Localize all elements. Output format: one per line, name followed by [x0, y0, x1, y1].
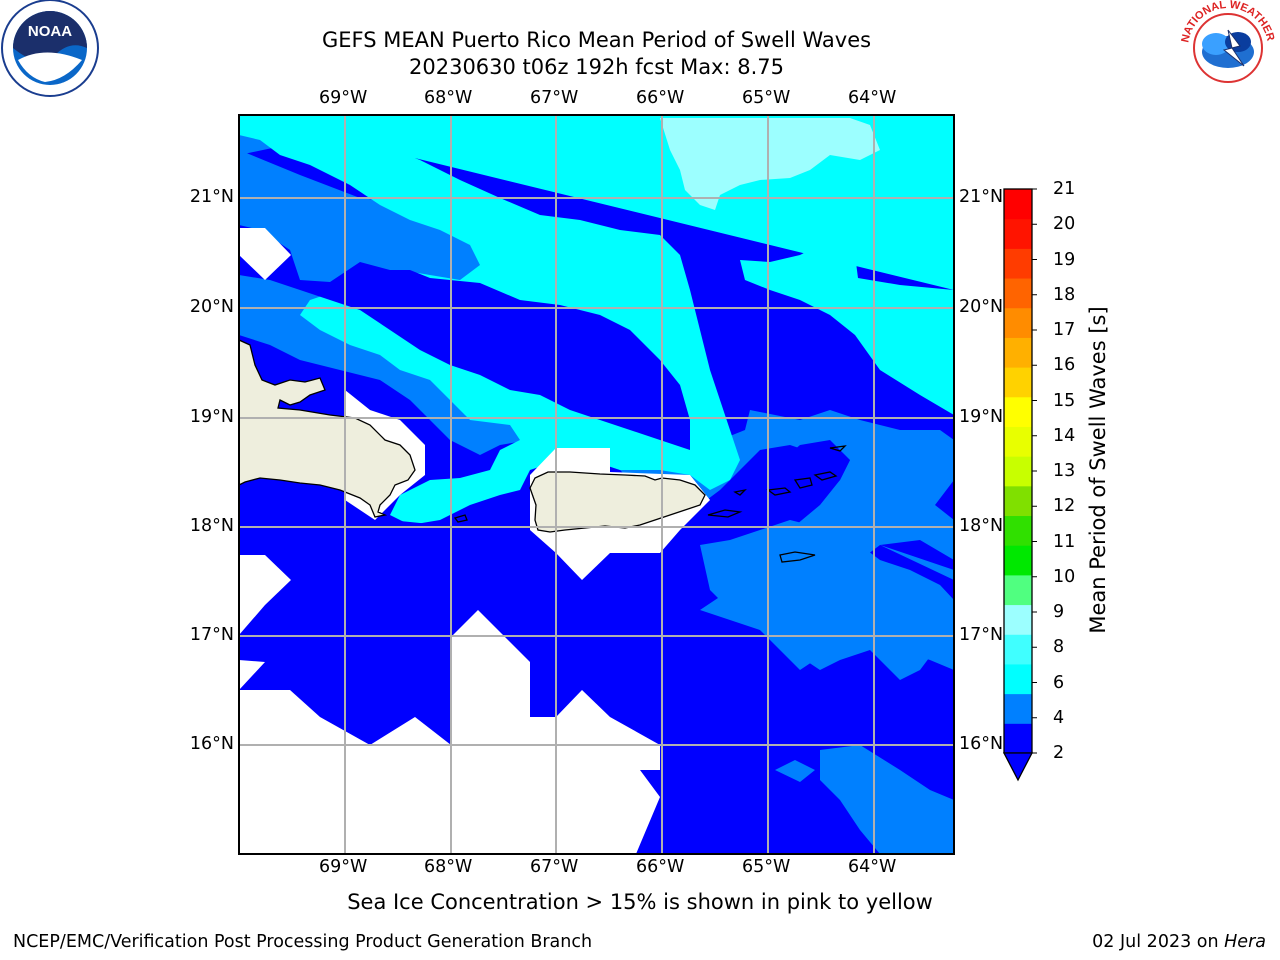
colorbar-extend-arrow — [1002, 752, 1034, 782]
lat-label-left: 19°N — [189, 407, 234, 427]
colorbar-tick-label: 21 — [1053, 179, 1076, 199]
colorbar — [1003, 188, 1037, 754]
land-vieques — [707, 509, 743, 518]
colorbar-tick-label: 19 — [1053, 249, 1076, 270]
chart-subtitle: 20230630 t06z 192h fcst Max: 8.75 — [409, 55, 784, 79]
lat-label-left: 17°N — [189, 625, 234, 645]
lat-label-right: 17°N — [959, 625, 1004, 645]
colorbar-segment — [1004, 367, 1032, 398]
land-hispaniola — [239, 339, 416, 518]
colorbar-tick-label: 16 — [1053, 355, 1076, 376]
footer-date: 02 Jul 2023 on Hera — [1092, 932, 1266, 952]
colorbar-segment — [1004, 723, 1032, 754]
lon-label-bottom: 64°W — [848, 857, 897, 877]
colorbar-label: Mean Period of Swell Waves [s] — [1086, 306, 1110, 634]
chart-title: GEFS MEAN Puerto Rico Mean Period of Swe… — [321, 28, 872, 52]
map-panel — [239, 115, 954, 854]
colorbar-segment — [1004, 634, 1032, 665]
lat-label-left: 16°N — [189, 734, 234, 754]
lat-label-right: 21°N — [959, 187, 1004, 207]
land-virgin-islands — [733, 445, 847, 496]
lon-label-bottom: 66°W — [636, 857, 685, 877]
footer-host: Hera — [1224, 932, 1266, 952]
colorbar-segment — [1004, 693, 1032, 724]
contour-4-6-south — [700, 520, 954, 854]
sea-ice-note: Sea Ice Concentration > 15% is shown in … — [347, 890, 933, 914]
colorbar-segment — [1004, 307, 1032, 338]
contour-white-patches — [239, 228, 710, 854]
colorbar-segment — [1004, 485, 1032, 517]
contour-8-9 — [660, 118, 880, 210]
land-st-croix — [779, 551, 816, 563]
colorbar-segment — [1004, 426, 1032, 457]
lat-label-right: 20°N — [959, 297, 1004, 317]
lon-label-top: 68°W — [424, 88, 473, 108]
footer-credit: NCEP/EMC/Verification Post Processing Pr… — [13, 932, 593, 952]
land-mona-island — [453, 514, 468, 523]
colorbar-tick-label: 12 — [1053, 496, 1076, 517]
lon-label-bottom: 69°W — [319, 857, 368, 877]
colorbar-tick-label: 10 — [1053, 566, 1076, 587]
noaa-logo: NOAA — [1, 0, 99, 97]
lon-label-top: 67°W — [530, 88, 579, 108]
lon-label-top: 69°W — [319, 88, 368, 108]
contour-2-4-central — [239, 225, 954, 854]
colorbar-segment — [1004, 456, 1032, 487]
colorbar-tick-label: 8 — [1053, 637, 1065, 658]
lon-label-top: 66°W — [636, 88, 685, 108]
map-frame — [238, 114, 955, 855]
colorbar-tick-label: 18 — [1053, 284, 1076, 305]
colorbar-segment — [1004, 604, 1032, 635]
colorbar-tick-label: 4 — [1053, 707, 1065, 728]
lon-label-top: 65°W — [742, 88, 791, 108]
colorbar-tick-label: 9 — [1053, 602, 1065, 622]
colorbar-segment — [1004, 515, 1032, 546]
colorbar-segment — [1004, 574, 1032, 606]
lon-label-bottom: 65°W — [742, 857, 791, 877]
lon-label-top: 64°W — [848, 88, 897, 108]
gridlines — [239, 115, 954, 854]
lon-label-bottom: 68°W — [424, 857, 473, 877]
colorbar-segment — [1004, 278, 1032, 309]
colorbar-tick-label: 13 — [1053, 461, 1076, 481]
colorbar-segment — [1004, 189, 1032, 220]
colorbar-segment — [1004, 396, 1032, 427]
lat-label-right: 18°N — [959, 516, 1004, 536]
colorbar-segment — [1004, 218, 1032, 249]
colorbar-segment — [1004, 248, 1032, 279]
colorbar-segment — [1004, 545, 1032, 576]
colorbar-tick-label: 2 — [1053, 743, 1065, 763]
noaa-logo-text: NOAA — [28, 23, 72, 40]
colorbar-segment — [1004, 337, 1032, 368]
colorbar-segment — [1004, 663, 1032, 695]
lon-label-bottom: 67°W — [530, 857, 579, 877]
lat-label-left: 18°N — [189, 516, 234, 536]
lat-label-left: 20°N — [189, 297, 234, 317]
colorbar-tick-label: 15 — [1053, 390, 1076, 411]
colorbar-tick-label: 11 — [1053, 531, 1076, 552]
lat-label-right: 19°N — [959, 407, 1004, 427]
colorbar-tick-label: 6 — [1053, 672, 1065, 693]
colorbar-tick-label: 14 — [1053, 425, 1076, 446]
colorbar-tick-label: 20 — [1053, 214, 1076, 235]
lat-label-right: 16°N — [959, 734, 1004, 754]
lat-label-left: 21°N — [189, 187, 234, 207]
colorbar-tick-label: 17 — [1053, 320, 1076, 340]
